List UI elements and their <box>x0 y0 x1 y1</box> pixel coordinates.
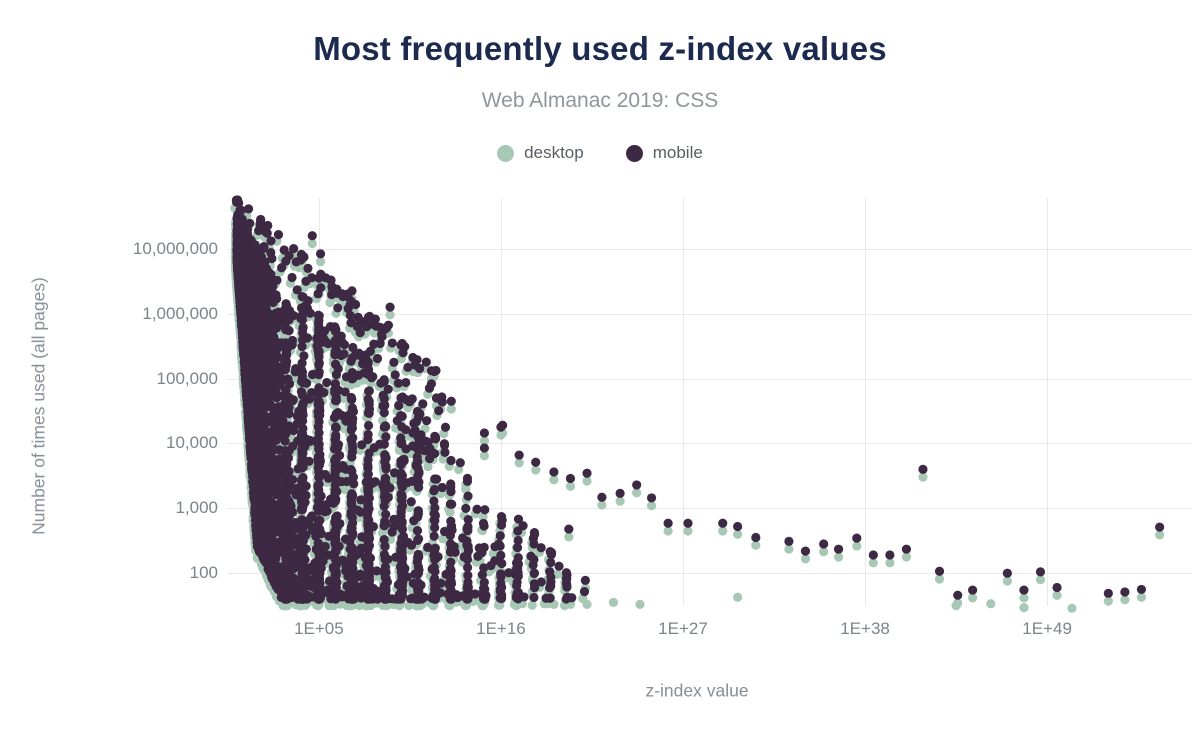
y-tick-label: 10,000,000 <box>132 238 218 258</box>
legend-item-desktop[interactable]: desktop <box>497 143 584 163</box>
chart-subtitle: Web Almanac 2019: CSS <box>481 89 719 112</box>
legend-item-mobile[interactable]: mobile <box>625 143 703 163</box>
y-tick-label: 1,000,000 <box>142 303 218 323</box>
desktop-series-dot-icon <box>497 144 515 162</box>
legend-label-desktop: desktop <box>524 143 584 162</box>
x-tick-label: 1E+38 <box>840 619 890 638</box>
legend-label-mobile: mobile <box>652 143 703 162</box>
x-tick-label: 1E+27 <box>658 619 708 638</box>
y-tick-label: 100 <box>189 563 218 583</box>
mobile-series-dot-icon <box>625 144 643 162</box>
y-tick-label: 100,000 <box>156 368 218 388</box>
x-axis-title: z-index value <box>645 680 749 701</box>
chart-title: Most frequently used z-index values <box>313 30 887 67</box>
x-tick-label: 1E+49 <box>1022 619 1072 638</box>
y-tick-label: 10,000 <box>166 433 218 453</box>
x-tick-label: 1E+05 <box>294 619 344 638</box>
legend: desktop mobile <box>0 141 1200 165</box>
x-tick-label: 1E+16 <box>476 619 526 638</box>
y-tick-label: 1,000 <box>175 498 218 518</box>
y-axis-title: Number of times used (all pages) <box>28 277 49 535</box>
